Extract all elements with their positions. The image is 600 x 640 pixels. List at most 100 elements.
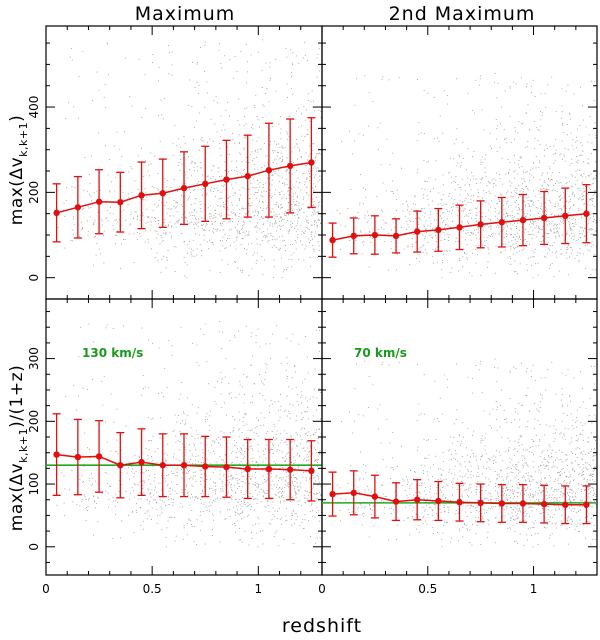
scatter-dot: [86, 520, 87, 521]
scatter-dot: [187, 397, 188, 398]
scatter-dot: [530, 215, 531, 216]
scatter-dot: [152, 54, 153, 55]
scatter-dot: [305, 249, 306, 250]
scatter-dot: [255, 472, 256, 473]
scatter-dot: [267, 364, 268, 365]
scatter-dot: [568, 149, 569, 150]
scatter-dot: [550, 202, 551, 203]
ytick-label: 200: [27, 410, 41, 433]
scatter-dot: [411, 209, 412, 210]
scatter-dot: [365, 506, 366, 507]
scatter-dot: [226, 240, 227, 241]
scatter-dot: [249, 483, 250, 484]
scatter-dot: [549, 221, 550, 222]
scatter-dot: [90, 457, 91, 458]
scatter-dot: [497, 151, 498, 152]
background-scatter: [333, 73, 598, 278]
scatter-dot: [390, 164, 391, 165]
scatter-dot: [291, 227, 292, 228]
scatter-dot: [239, 200, 240, 201]
scatter-dot: [310, 399, 311, 400]
scatter-dot: [489, 182, 490, 183]
scatter-dot: [240, 513, 241, 514]
scatter-dot: [546, 211, 547, 212]
scatter-dot: [291, 88, 292, 89]
scatter-dot: [236, 237, 237, 238]
scatter-dot: [485, 159, 486, 160]
scatter-dot: [163, 396, 164, 397]
scatter-dot: [532, 168, 533, 169]
scatter-dot: [302, 439, 303, 440]
scatter-dot: [280, 519, 281, 520]
scatter-dot: [517, 213, 518, 214]
scatter-dot: [249, 203, 250, 204]
scatter-dot: [286, 476, 287, 477]
scatter-dot: [505, 250, 506, 251]
scatter-dot: [303, 417, 304, 418]
scatter-dot: [580, 125, 581, 126]
scatter-dot: [185, 262, 186, 263]
data-point: [435, 227, 441, 233]
scatter-dot: [208, 248, 209, 249]
scatter-dot: [165, 205, 166, 206]
scatter-dot: [192, 161, 193, 162]
scatter-dot: [520, 494, 521, 495]
scatter-dot: [470, 213, 471, 214]
scatter-dot: [295, 495, 296, 496]
scatter-dot: [551, 223, 552, 224]
scatter-dot: [180, 435, 181, 436]
scatter-dot: [593, 195, 594, 196]
scatter-dot: [528, 200, 529, 201]
scatter-dot: [114, 422, 115, 423]
scatter-dot: [242, 497, 243, 498]
scatter-dot: [359, 218, 360, 219]
scatter-dot: [464, 200, 465, 201]
scatter-dot: [288, 487, 289, 488]
scatter-dot: [163, 233, 164, 234]
scatter-dot: [265, 235, 266, 236]
scatter-dot: [313, 190, 314, 191]
scatter-dot: [175, 442, 176, 443]
scatter-dot: [435, 249, 436, 250]
scatter-dot: [315, 232, 316, 233]
scatter-dot: [293, 543, 294, 544]
scatter-dot: [309, 145, 310, 146]
scatter-dot: [279, 225, 280, 226]
scatter-dot: [425, 181, 426, 182]
scatter-dot: [401, 446, 402, 447]
scatter-dot: [180, 155, 181, 156]
scatter-dot: [298, 127, 299, 128]
scatter-dot: [115, 500, 116, 501]
scatter-dot: [566, 233, 567, 234]
scatter-dot: [260, 425, 261, 426]
scatter-dot: [220, 488, 221, 489]
scatter-dot: [139, 457, 140, 458]
scatter-dot: [310, 257, 311, 258]
scatter-dot: [590, 228, 591, 229]
scatter-dot: [424, 483, 425, 484]
scatter-dot: [318, 510, 319, 511]
scatter-dot: [249, 189, 250, 190]
scatter-dot: [173, 216, 174, 217]
scatter-dot: [164, 368, 165, 369]
scatter-dot: [455, 459, 456, 460]
data-point: [372, 232, 378, 238]
scatter-dot: [286, 198, 287, 199]
scatter-dot: [463, 158, 464, 159]
scatter-dot: [236, 182, 237, 183]
scatter-dot: [314, 251, 315, 252]
scatter-dot: [305, 182, 306, 183]
scatter-dot: [228, 264, 229, 265]
scatter-dot: [535, 96, 536, 97]
scatter-dot: [484, 513, 485, 514]
scatter-dot: [72, 241, 73, 242]
scatter-dot: [555, 236, 556, 237]
scatter-dot: [266, 344, 267, 345]
scatter-dot: [405, 216, 406, 217]
scatter-dot: [191, 524, 192, 525]
scatter-dot: [263, 490, 264, 491]
scatter-dot: [65, 118, 66, 119]
scatter-dot: [402, 211, 403, 212]
scatter-dot: [452, 443, 453, 444]
